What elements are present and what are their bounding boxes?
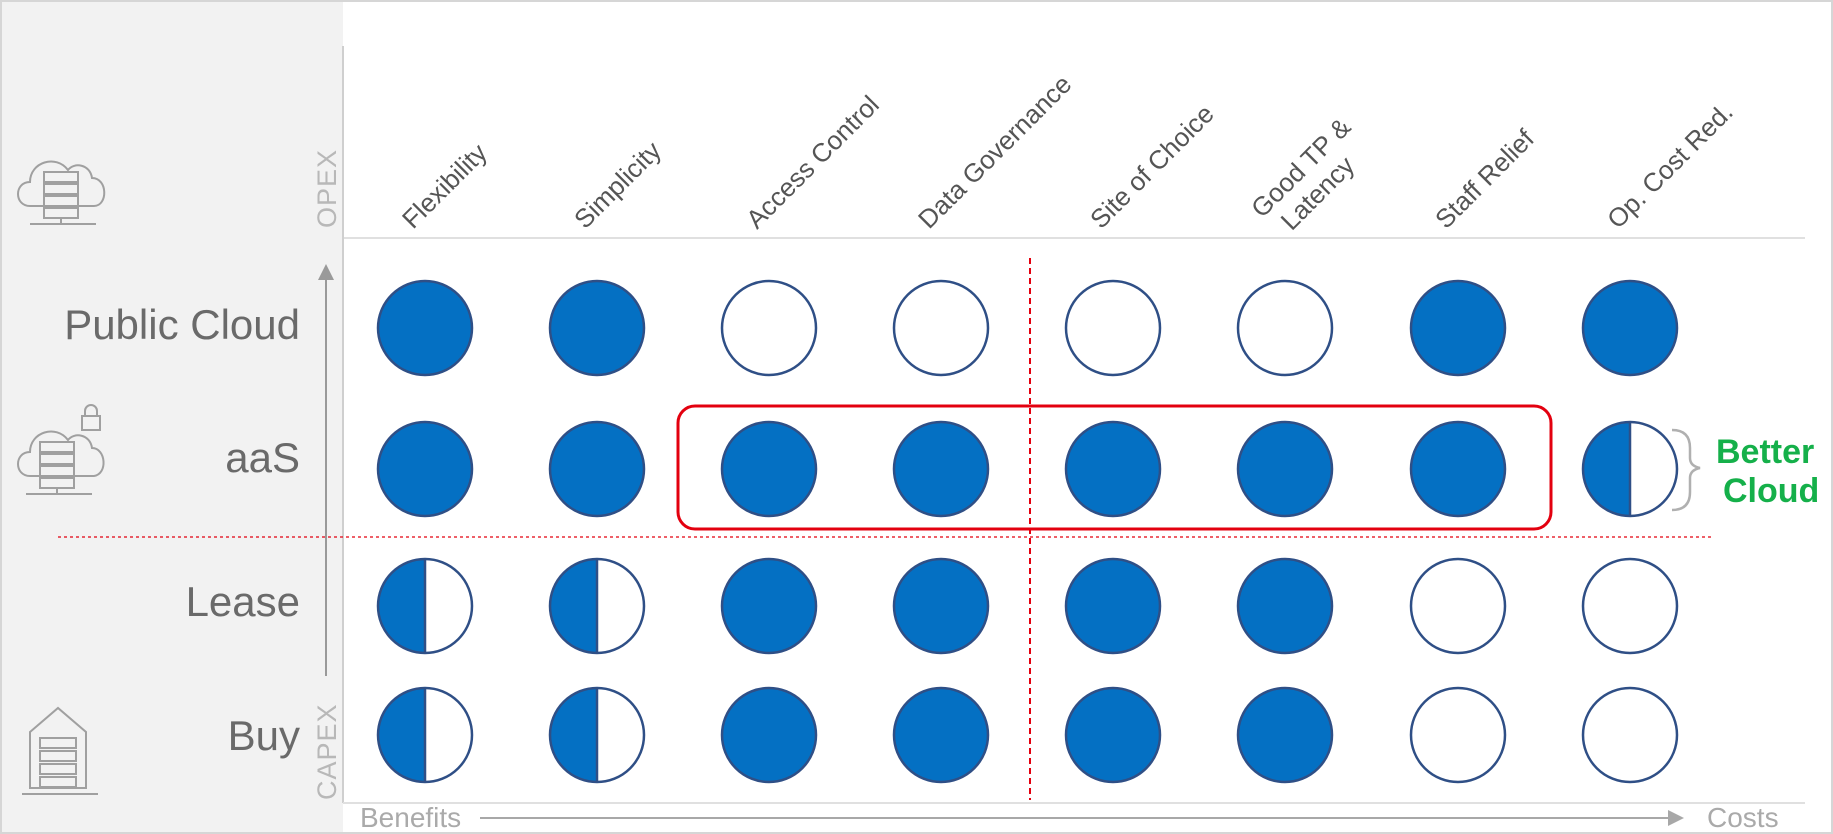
rating-full-r1-c8: [1581, 279, 1679, 377]
rating-empty-r3-c8: [1581, 557, 1679, 655]
row-headers: Public Cloud aaS Lease Buy: [64, 301, 300, 759]
rating-full-r4-c4: [892, 686, 990, 784]
rating-full-r4-c6: [1236, 686, 1334, 784]
costs-label: Costs: [1707, 802, 1779, 833]
benefits-label: Benefits: [360, 802, 461, 833]
rating-full-r2-c3: [720, 420, 818, 518]
rating-full-r4-c3: [720, 686, 818, 784]
rating-full-r3-c4: [892, 557, 990, 655]
opex-arrow-head: [318, 264, 334, 280]
rating-empty-r4-c7: [1409, 686, 1507, 784]
rating-full-r2-c5: [1064, 420, 1162, 518]
rating-empty-r3-c7: [1409, 557, 1507, 655]
rating-full-r3-c5: [1064, 557, 1162, 655]
rating-half-r3-c2: [548, 557, 646, 655]
sidebar-background: [0, 0, 343, 834]
annotation-line-2: Cloud: [1723, 472, 1819, 510]
row-header-1: Public Cloud: [64, 301, 300, 348]
highlight-box: [676, 404, 1553, 531]
rating-half-r3-c1: [376, 557, 474, 655]
rating-empty-r1-c4: [892, 279, 990, 377]
rating-half-r4-c2: [548, 686, 646, 784]
row-header-3: Lease: [186, 578, 300, 625]
cost-arrow-head: [1668, 810, 1684, 826]
rating-empty-r1-c3: [720, 279, 818, 377]
rating-full-r2-c4: [892, 420, 990, 518]
rating-full-r2-c1: [376, 420, 474, 518]
brace-icon: [1671, 428, 1701, 512]
rating-empty-r1-c6: [1236, 279, 1334, 377]
rating-full-r1-c1: [376, 279, 474, 377]
rating-full-r4-c5: [1064, 686, 1162, 784]
annotation-line-1: Better: [1716, 433, 1814, 471]
row-header-2: aaS: [225, 434, 300, 481]
opex-label: OPEX: [312, 149, 342, 228]
row-header-4: Buy: [228, 712, 300, 759]
rating-full-r2-c2: [548, 420, 646, 518]
rating-full-r2-c6: [1236, 420, 1334, 518]
rating-empty-r4-c8: [1581, 686, 1679, 784]
rating-full-r2-c7: [1409, 420, 1507, 518]
rating-full-r3-c3: [720, 557, 818, 655]
secure-cloud-server-icon: [17, 404, 105, 495]
rating-full-r3-c6: [1236, 557, 1334, 655]
on-premise-server-icon: [22, 706, 98, 795]
rating-half-r2-c8: [1581, 420, 1679, 518]
rating-cells: [376, 279, 1679, 784]
capex-label: CAPEX: [312, 703, 342, 800]
rating-full-r1-c2: [548, 279, 646, 377]
rating-full-r1-c7: [1409, 279, 1507, 377]
header-panel: [343, 46, 1805, 237]
rating-empty-r1-c5: [1064, 279, 1162, 377]
rating-half-r4-c1: [376, 686, 474, 784]
cloud-server-icon: [17, 160, 106, 225]
